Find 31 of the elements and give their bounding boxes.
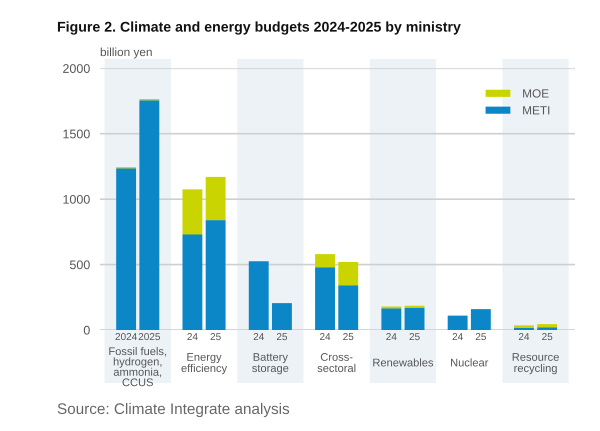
y-tick-label: 1000 [63,194,90,204]
text: Resource recycling [512,353,559,374]
x-tick-label: 2025 [138,333,160,340]
x-tick-label: 24 [320,333,330,340]
text: Energy efficiency [181,353,228,374]
legend-label: MOE [523,89,549,98]
text: Fossil fuels, hydrogen, ammonia, CCUS [109,347,166,386]
y-tick-label: 2000 [63,64,90,73]
x-tick-label: 24 [254,333,264,340]
x-tick-label: 25 [343,333,354,340]
y-tick-label: 500 [70,260,90,270]
x-tick-label: 24 [386,333,397,340]
x-tick-label: 24 [518,333,530,340]
x-tick-label: 24 [452,333,463,340]
x-tick-label: 2024 [116,333,137,340]
x-tick-label: 25 [210,333,221,340]
text: Battery storage [252,353,288,374]
y-axis-title: billion yen [100,48,152,58]
legend-label: METI [523,106,550,114]
text: Cross- sectoral [317,353,356,372]
text: Nuclear [451,358,488,366]
x-tick-label: 25 [409,333,420,340]
x-tick-label: 24 [187,333,198,340]
y-tick-label: 1500 [63,130,90,138]
source-note: Source: Climate Integrate analysis [58,402,290,418]
chart-title: Figure 2. Climate and energy budgets 2024-2025 by ministry [58,21,461,35]
y-tick-label: 0 [84,326,90,335]
x-tick-label: 25 [276,333,288,340]
text: Renewables [373,358,434,366]
x-tick-label: 25 [476,333,486,340]
x-tick-label: 25 [542,333,552,340]
